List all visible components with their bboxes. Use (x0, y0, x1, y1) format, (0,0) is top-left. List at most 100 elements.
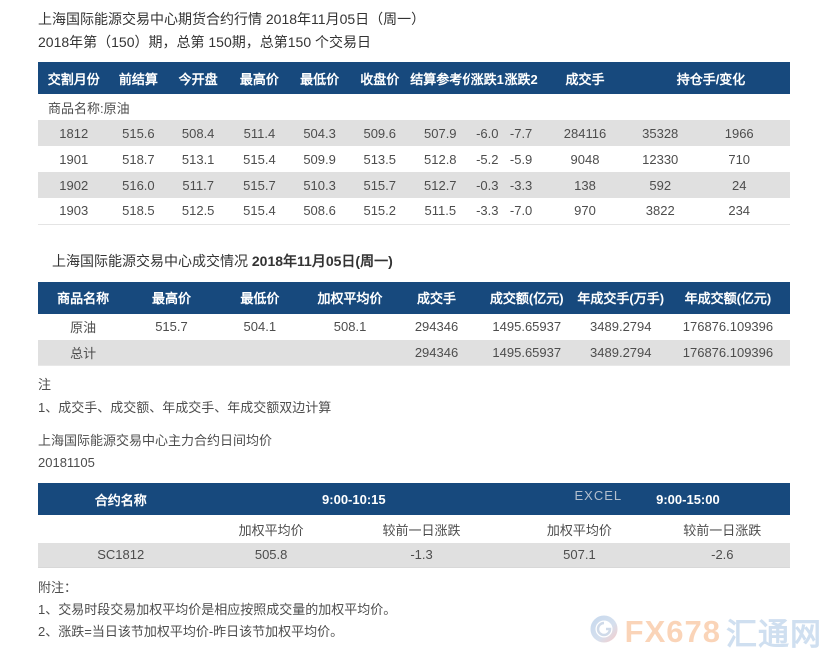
table-cell: -3.3 (504, 172, 539, 198)
table-cell: 515.2 (363, 203, 397, 219)
col-header-open-interest: 持仓手/变化 (632, 62, 790, 94)
table-row: 1812 515.6 508.4 511.4 504.3 509.6 507.9… (38, 120, 790, 146)
table-cell: 516.0 (109, 172, 168, 198)
col-header-change2: 涨跌2 (504, 62, 539, 94)
col-header-product: 商品名称 (38, 281, 129, 314)
table-cell: -7.0 (509, 203, 533, 219)
table-cell: 294346 (414, 319, 459, 334)
table-row: SC1812 505.8 -1.3 507.1 -2.6 (38, 543, 790, 567)
table-cell (304, 339, 396, 366)
table-cell: 294346 (395, 339, 478, 366)
table-cell: -2.6 (654, 543, 790, 567)
table-cell: 原油 (70, 320, 97, 335)
volume-header-row: 商品名称 最高价 最低价 加权平均价 成交手 成交额(亿元) 年成交手(万手) … (38, 281, 790, 314)
table-cell: -5.9 (509, 151, 533, 167)
volume-section-title: 上海国际能源交易中心成交情况 2018年11月05日(周一) (38, 251, 790, 271)
avg-section-title: 上海国际能源交易中心主力合约日间均价 (38, 433, 273, 448)
table-cell: 3489.2794 (575, 339, 666, 366)
table-cell: 508.6 (303, 203, 336, 219)
product-name-label: 商品名称:原油 (48, 100, 130, 116)
table-row: 原油 515.7 504.1 508.1 294346 1495.65937 3… (38, 314, 790, 340)
col-header-vwap: 加权平均价 (304, 281, 396, 314)
volume-title-text: 上海国际能源交易中心成交情况 (52, 252, 252, 269)
table-cell: 710 (728, 151, 751, 167)
table-cell: 515.4 (243, 203, 276, 219)
table-cell: 176876.109396 (665, 339, 790, 366)
table-cell: -6.0 (470, 120, 505, 146)
col-header-low: 最低价 (289, 62, 350, 94)
table-cell: 513.5 (363, 151, 397, 167)
table-cell (128, 339, 215, 366)
table-cell: 3822 (645, 203, 675, 219)
subheader-vwap-2: 加权平均价 (504, 515, 655, 543)
table-cell: 515.7 (155, 319, 188, 334)
page: 上海国际能源交易中心期货合约行情 2018年11月05日（周一） 2018年第（… (38, 11, 790, 643)
table-cell: 176876.109396 (682, 319, 774, 334)
page-subtitle: 2018年第（150）期，总第 150期，总第150 个交易日 (38, 34, 371, 50)
table-row: 1902 516.0 511.7 515.7 510.3 515.7 512.7… (38, 172, 790, 198)
volume-summary-table: 商品名称 最高价 最低价 加权平均价 成交手 成交额(亿元) 年成交手(万手) … (38, 281, 790, 366)
table-cell: 505.8 (203, 543, 339, 567)
excel-export-link[interactable]: EXCEL (574, 487, 623, 503)
table-cell: 515.4 (243, 151, 276, 167)
col-header-close: 收盘价 (349, 62, 411, 94)
table-row: 总计 294346 1495.65937 3489.2794 176876.10… (38, 339, 790, 366)
table-cell: 515.7 (228, 172, 290, 198)
col-header-contract: 合约名称 (38, 483, 204, 515)
table-cell: 总计 (38, 339, 129, 366)
table-cell: 9048 (570, 151, 600, 167)
table-cell: 509.6 (349, 120, 411, 146)
subheader-change-2: 较前一日涨跌 (654, 515, 790, 543)
table-cell: 592 (632, 172, 689, 198)
product-name-row: 商品名称:原油 (38, 94, 790, 120)
avg-section-date: 20181105 (38, 455, 95, 470)
table-row: 1903 518.5 512.5 515.4 508.6 515.2 511.5… (38, 198, 790, 224)
col-header-high: 最高价 (128, 281, 215, 314)
table-cell: 284116 (538, 120, 633, 146)
col-header-delivery-month: 交割月份 (38, 62, 110, 94)
col-header-volume: 成交手 (538, 62, 633, 94)
table-cell: 234 (728, 203, 751, 219)
table-cell: 509.9 (303, 151, 336, 167)
session2-label: 9:00-15:00 (656, 491, 720, 507)
note-label: 注 (38, 377, 52, 392)
table-cell: 513.1 (181, 151, 215, 167)
table-cell: -7.7 (504, 120, 539, 146)
table-cell: 24 (688, 172, 790, 198)
col-header-session2: EXCEL 9:00-15:00 (504, 483, 790, 515)
table-cell: 1901 (59, 151, 89, 167)
footnotes: 附注： 1、交易时段交易加权平均价是相应按照成交量的加权平均价。 2、涨跌=当日… (38, 577, 790, 643)
note-line: 1、成交手、成交额、年成交手、年成交额双边计算 (38, 400, 332, 415)
table-cell: 515.6 (109, 120, 168, 146)
table-cell (38, 515, 204, 543)
footnote-line: 2、涨跌=当日该节加权平均价-昨日该节加权平均价。 (38, 623, 344, 639)
table-cell (214, 339, 305, 366)
table-cell: 512.8 (424, 151, 457, 167)
table-cell: 504.1 (243, 319, 277, 334)
table-cell: 512.5 (181, 203, 215, 219)
table-cell: 1902 (38, 172, 110, 198)
subheader-vwap-1: 加权平均价 (203, 515, 339, 543)
col-header-high: 最高价 (228, 62, 290, 94)
footnote-line: 1、交易时段交易加权平均价是相应按照成交量的加权平均价。 (38, 601, 397, 617)
table-cell: 507.9 (410, 120, 471, 146)
col-header-volume: 成交手 (395, 281, 478, 314)
avg-section-title-block: 上海国际能源交易中心主力合约日间均价 20181105 (38, 430, 790, 474)
table-cell: 1495.65937 (492, 319, 562, 334)
quotes-header-row: 交割月份 前结算 今开盘 最高价 最低价 收盘价 结算参考价 涨跌1 涨跌2 成… (38, 62, 790, 94)
col-header-change1: 涨跌1 (470, 62, 505, 94)
table-cell: 970 (574, 203, 596, 219)
col-header-low: 最低价 (214, 281, 305, 314)
table-cell: -5.2 (476, 151, 499, 167)
table-cell: 515.7 (349, 172, 411, 198)
table-cell: 510.3 (289, 172, 350, 198)
table-cell: 508.4 (167, 120, 229, 146)
table-cell: 1495.65937 (477, 339, 576, 366)
table-cell: 508.1 (333, 319, 367, 334)
table-cell: 507.1 (504, 543, 655, 567)
table-cell: SC1812 (38, 543, 204, 567)
table-cell: 511.4 (228, 120, 290, 146)
table-cell: 138 (538, 172, 633, 198)
table-cell: -0.3 (470, 172, 505, 198)
table-row: 1901 518.7 513.1 515.4 509.9 513.5 512.8… (38, 146, 790, 172)
